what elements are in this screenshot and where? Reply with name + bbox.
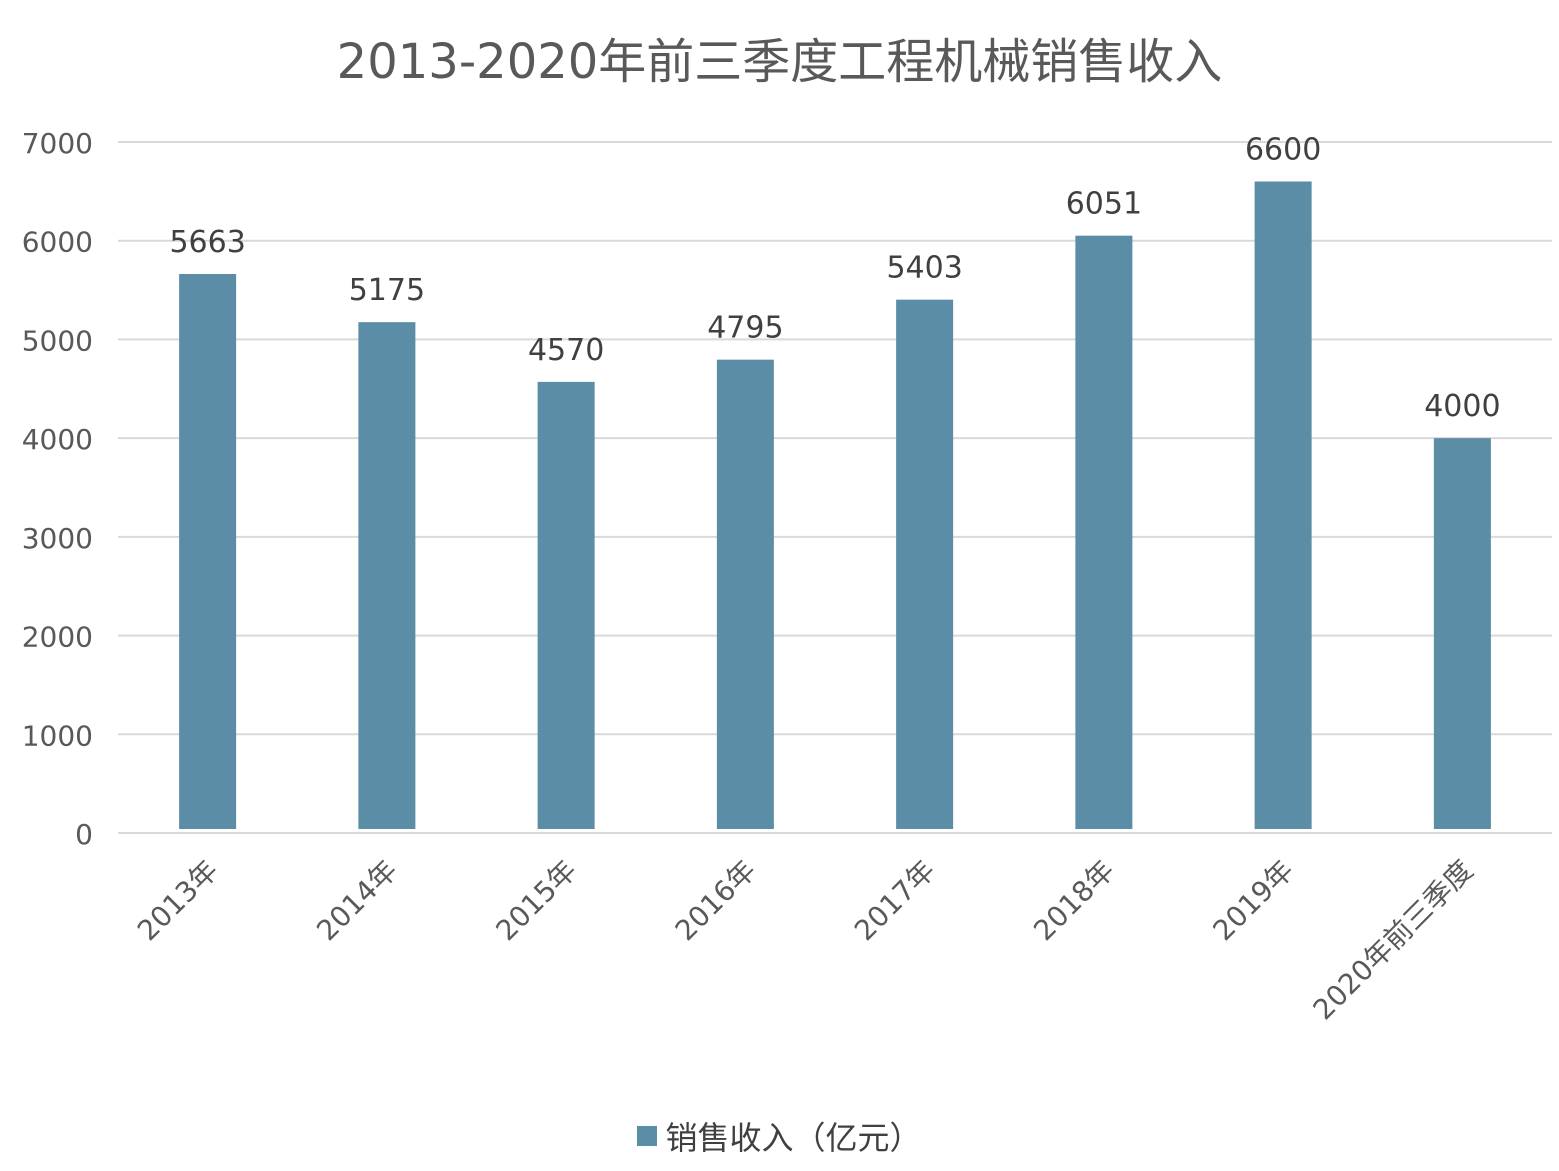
bar-5 <box>1075 235 1133 829</box>
y-tick-label-5000: 5000 <box>22 324 93 357</box>
bar-4 <box>896 299 954 829</box>
y-tick-label-2000: 2000 <box>22 621 93 654</box>
x-tick-label-5: 2018年 <box>1027 854 1121 948</box>
bar-7 <box>1433 438 1491 829</box>
y-tick-label-3000: 3000 <box>22 522 93 555</box>
gridlines <box>118 141 1552 834</box>
legend-label: 销售收入（亿元） <box>665 1119 922 1157</box>
x-tick-label-4: 2017年 <box>848 854 942 948</box>
y-tick-label-0: 0 <box>75 818 93 851</box>
data-label-4: 5403 <box>886 251 962 286</box>
data-label-2: 4570 <box>528 333 604 368</box>
data-labels: 5663 5175 4570 4795 5403 6051 6600 4000 <box>169 132 1500 424</box>
bar-3 <box>716 359 774 829</box>
y-axis-tick-labels: 0 1000 2000 3000 4000 5000 6000 7000 <box>22 127 93 851</box>
x-tick-label-0: 2013年 <box>131 854 225 948</box>
y-tick-label-7000: 7000 <box>22 127 93 160</box>
y-tick-label-4000: 4000 <box>22 423 93 456</box>
bars <box>179 181 1491 830</box>
x-tick-label-2: 2015年 <box>490 854 584 948</box>
x-tick-label-7: 2020年前三季度 <box>1307 854 1480 1027</box>
bar-0 <box>179 273 237 830</box>
data-label-7: 4000 <box>1424 389 1500 424</box>
x-tick-label-6: 2019年 <box>1207 854 1301 948</box>
legend-swatch <box>637 1126 658 1146</box>
chart-title: 2013-2020年前三季度工程机械销售收入 <box>336 34 1223 90</box>
data-label-3: 4795 <box>707 311 783 346</box>
legend: 销售收入（亿元） <box>0 1113 1559 1159</box>
data-label-5: 6051 <box>1066 187 1142 222</box>
data-label-1: 5175 <box>349 273 425 308</box>
data-label-6: 6600 <box>1245 132 1321 167</box>
bar-6 <box>1254 181 1312 829</box>
x-tick-label-1: 2014年 <box>310 854 404 948</box>
y-tick-label-1000: 1000 <box>22 719 93 752</box>
y-tick-label-6000: 6000 <box>22 226 93 259</box>
bar-2 <box>537 381 595 829</box>
x-axis-tick-labels: 2013年 2014年 2015年 2016年 2017年 2018年 2019年 2020年… <box>131 854 1479 1027</box>
bar-1 <box>358 322 416 829</box>
data-label-0: 5663 <box>169 225 245 260</box>
x-tick-label-3: 2016年 <box>669 854 763 948</box>
